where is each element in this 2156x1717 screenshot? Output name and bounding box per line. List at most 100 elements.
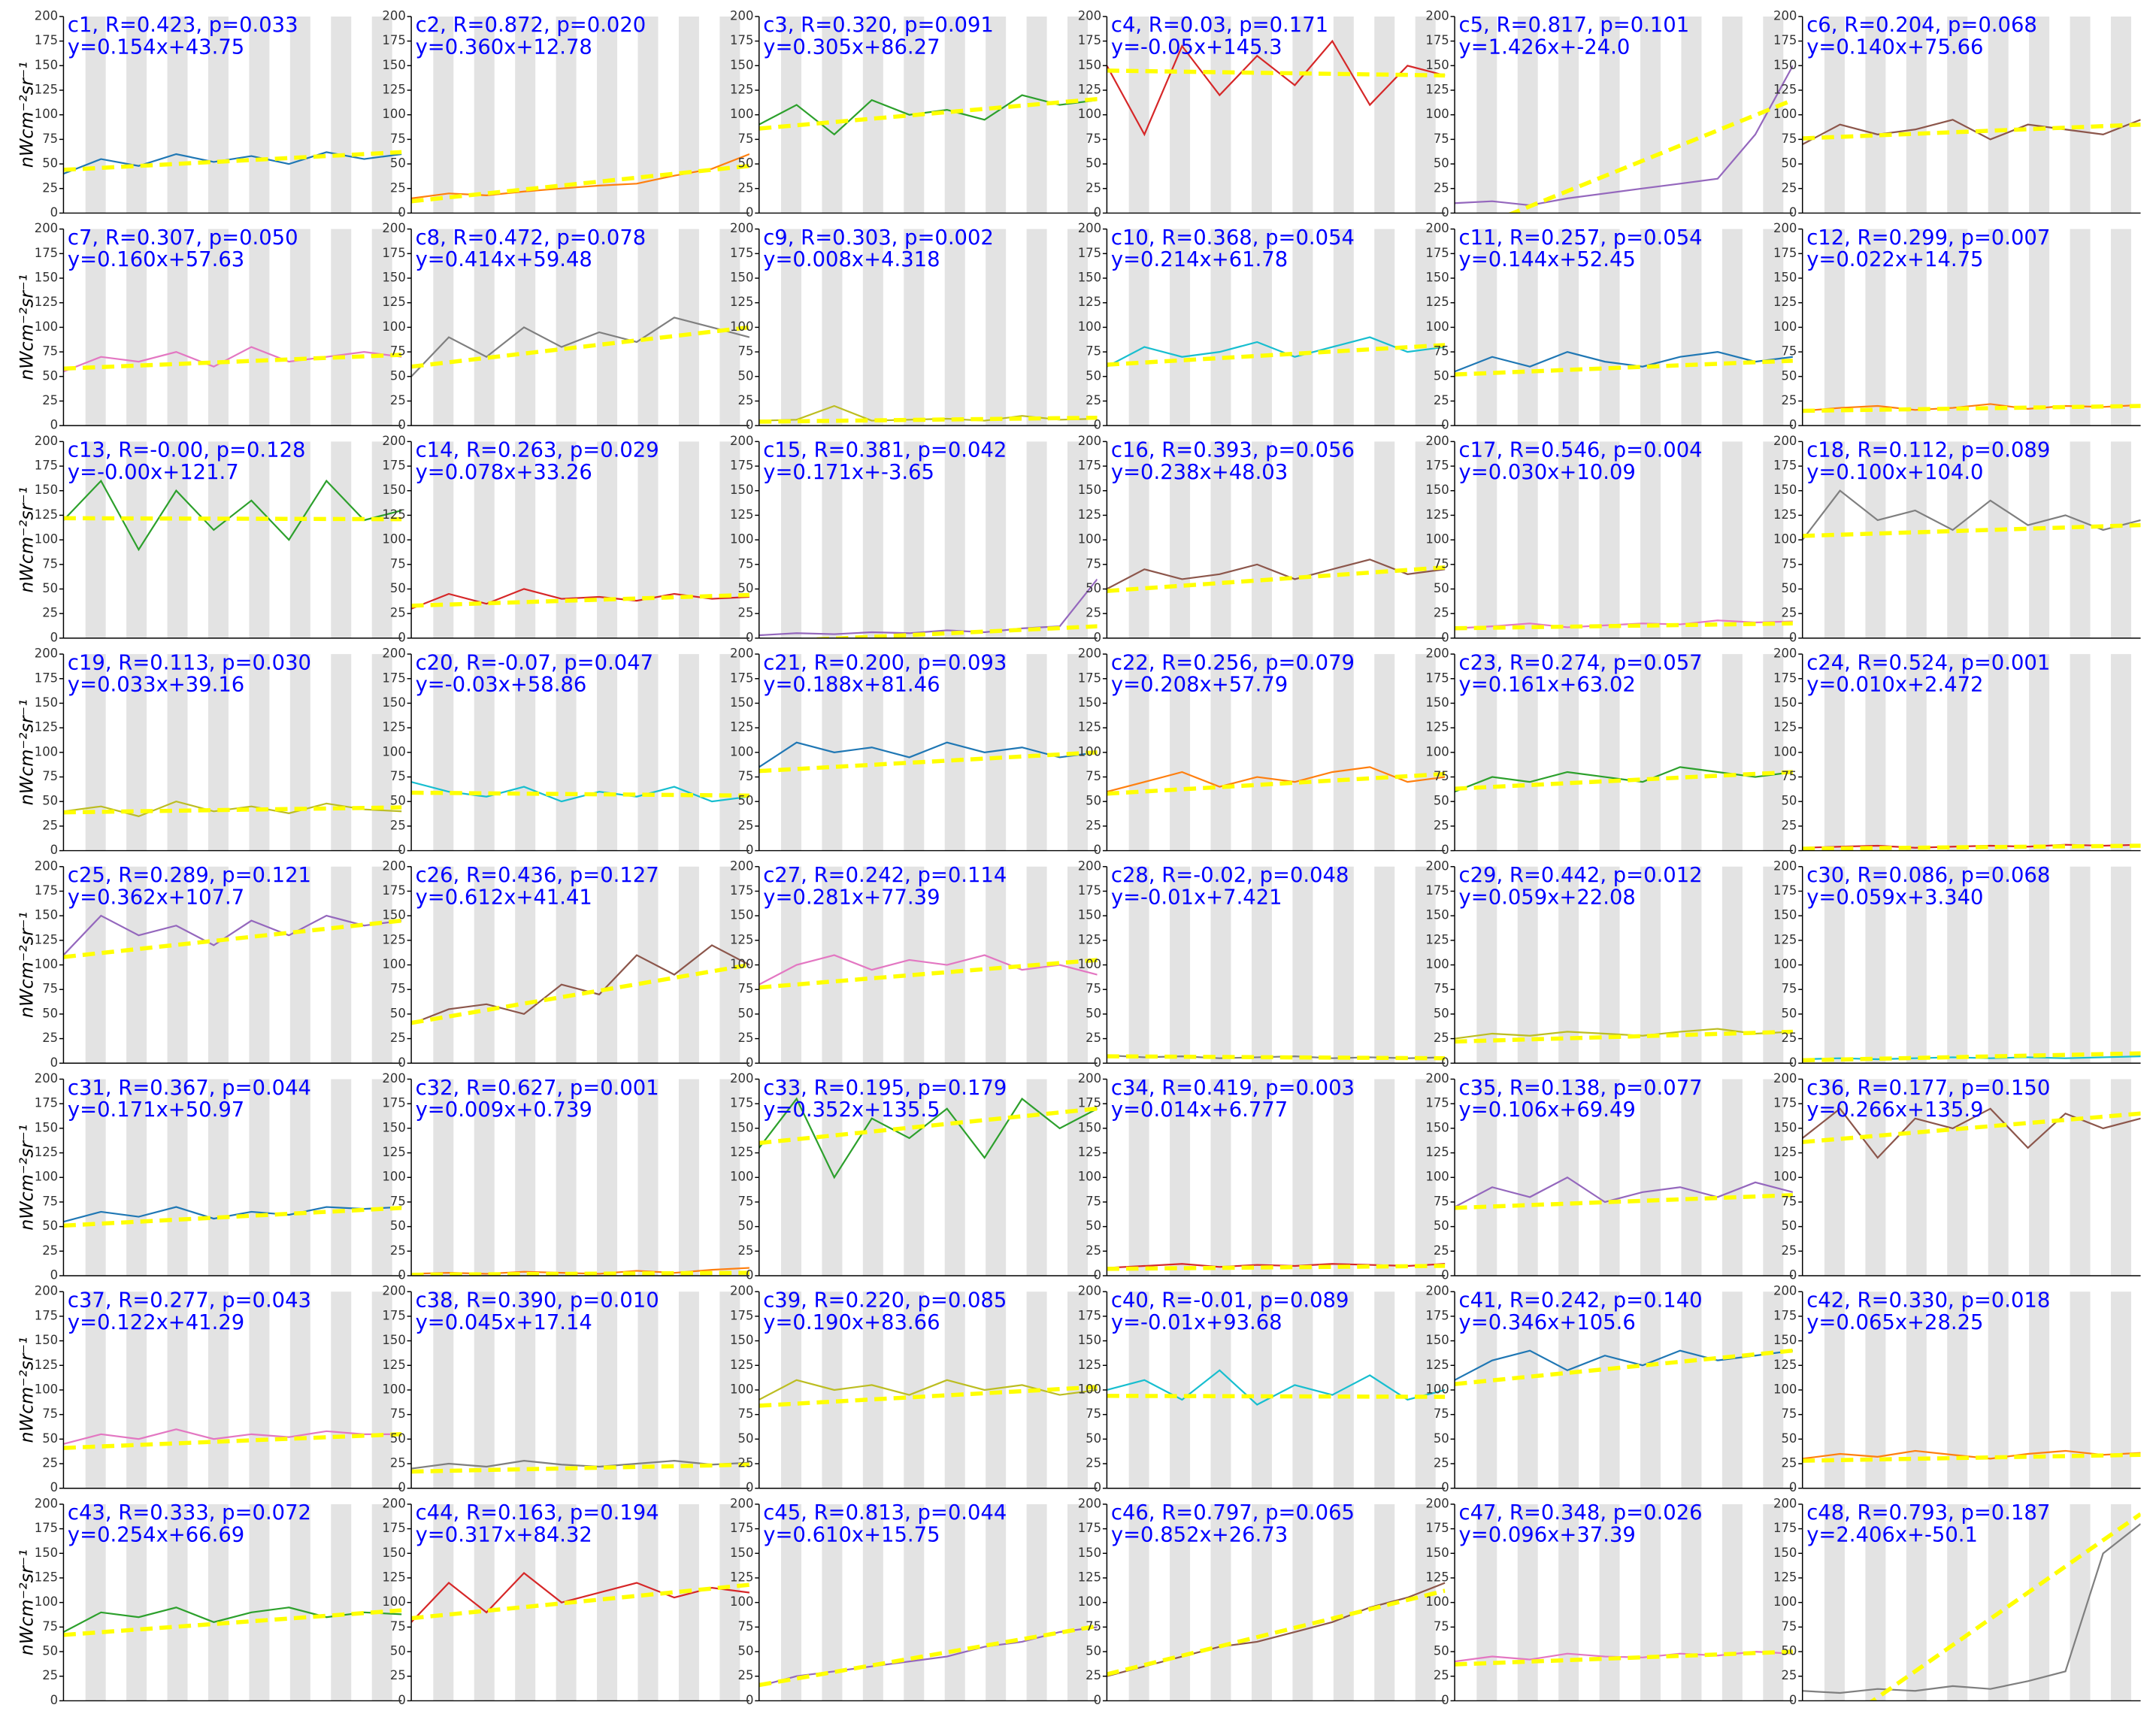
- y-tick-label: 150: [1773, 695, 1797, 710]
- y-tick-label: 100: [382, 744, 405, 759]
- stripe: [2029, 1292, 2050, 1488]
- series-line: [1802, 1107, 2141, 1159]
- stripe: [862, 654, 883, 851]
- series-line: [411, 316, 749, 377]
- y-tick-label: 75: [1434, 344, 1449, 359]
- y-tick-label: 25: [1086, 1456, 1101, 1470]
- y-tick-label: 0: [398, 630, 405, 644]
- y-tick-label: 25: [42, 1243, 58, 1258]
- stripe: [289, 866, 310, 1064]
- y-tick-label: 200: [1425, 1284, 1449, 1298]
- series-line: [1455, 1349, 1793, 1381]
- y-tick-label: 75: [1086, 556, 1101, 571]
- stripe: [1292, 441, 1313, 638]
- y-tick-label: 75: [1434, 1407, 1449, 1421]
- y-tick-label: 25: [1781, 1243, 1797, 1258]
- y-tick-label: 175: [1425, 1308, 1449, 1322]
- y-tick-label: 175: [730, 459, 753, 473]
- y-tick-label: 25: [1434, 818, 1449, 832]
- stripe: [331, 1504, 352, 1701]
- panel-equation: y=0.008x+4.318: [763, 248, 940, 271]
- y-tick-label: 150: [382, 483, 405, 497]
- panel: 0 25 50 75 100 125 150 175 200 c7, R=0.307, p=0.0…: [16, 221, 402, 432]
- y-tick-label: 25: [738, 1456, 754, 1470]
- stripe: [1517, 441, 1538, 638]
- series-line: [1107, 1369, 1446, 1406]
- stripe: [1210, 1292, 1231, 1488]
- series-line: [1455, 1028, 1793, 1040]
- y-tick-label: 150: [730, 908, 753, 922]
- stripe: [862, 866, 883, 1064]
- y-tick-label: 200: [730, 1071, 753, 1086]
- stripe: [2070, 16, 2091, 213]
- stripe: [1558, 1292, 1579, 1488]
- y-tick-label: 0: [1789, 843, 1797, 857]
- y-tick-label: 200: [1078, 647, 1101, 661]
- y-tick-label: 175: [730, 246, 753, 260]
- y-tick-label: 0: [1441, 1267, 1449, 1282]
- stripe: [1681, 229, 1702, 426]
- y-tick-label: 100: [1425, 957, 1449, 971]
- y-tick-label: 75: [738, 982, 754, 996]
- y-tick-label: 125: [1425, 932, 1449, 946]
- y-tick-label: 25: [1434, 1243, 1449, 1258]
- y-tick-label: 100: [1773, 107, 1797, 121]
- stripe: [1333, 1079, 1354, 1276]
- y-tick-label: 0: [746, 1267, 753, 1282]
- y-tick-label: 125: [1078, 932, 1101, 946]
- stripe: [1865, 1079, 1886, 1276]
- stripe: [1906, 654, 1927, 851]
- y-tick-label: 100: [1773, 744, 1797, 759]
- panel-title: c21, R=0.200, p=0.093: [763, 651, 1007, 674]
- y-tick-label: 75: [738, 556, 754, 571]
- series-line: [1802, 843, 2141, 849]
- stripe: [474, 866, 495, 1064]
- stripe: [719, 866, 740, 1064]
- stripe: [780, 229, 801, 426]
- y-tick-label: 75: [42, 1619, 58, 1634]
- stripe: [167, 16, 188, 213]
- y-tick-label: 200: [1773, 1071, 1797, 1086]
- stripe: [2110, 1292, 2131, 1488]
- panel-equation: y=0.612x+41.41: [416, 886, 592, 909]
- series-line: [63, 151, 402, 175]
- y-tick-label: 125: [382, 507, 405, 522]
- series-line: [1802, 1055, 2141, 1061]
- stripe: [249, 16, 270, 213]
- stripe: [474, 1292, 495, 1488]
- panel: 0 25 50 75 100 125 150 175 200 c48, R=0.793, p=0.…: [1773, 1496, 2141, 1707]
- stripe: [597, 1292, 618, 1488]
- y-tick-label: 200: [730, 1284, 753, 1298]
- panel-title: c6, R=0.204, p=0.068: [1806, 14, 2037, 37]
- y-tick-label: 150: [730, 695, 753, 710]
- y-tick-label: 100: [730, 319, 753, 334]
- panel-title: c47, R=0.348, p=0.026: [1459, 1501, 1703, 1525]
- y-tick-label: 125: [730, 1145, 753, 1159]
- stripe: [1210, 1504, 1231, 1701]
- y-tick-label: 50: [390, 794, 406, 808]
- y-tick-label: 200: [1773, 858, 1797, 873]
- y-tick-label: 50: [42, 1219, 58, 1233]
- y-axis-label: nWcm⁻²sr⁻¹: [16, 699, 37, 805]
- series-line: [759, 741, 1098, 768]
- y-tick-label: 75: [390, 982, 406, 996]
- y-tick-label: 0: [50, 1055, 58, 1070]
- stripe: [944, 16, 965, 213]
- y-tick-label: 125: [1773, 720, 1797, 734]
- y-tick-label: 25: [1086, 1031, 1101, 1045]
- stripe: [1170, 654, 1191, 851]
- y-tick-label: 50: [738, 368, 754, 383]
- panel-title: c43, R=0.333, p=0.072: [68, 1501, 311, 1525]
- y-tick-label: 175: [35, 671, 58, 685]
- y-tick-label: 25: [390, 1456, 406, 1470]
- y-tick-label: 50: [42, 794, 58, 808]
- panel-equation: y=0.352x+135.5: [763, 1098, 940, 1122]
- panel: 0 25 50 75 100 125 150 175 200 c20, R=-0.07, p=0.…: [382, 647, 749, 857]
- stripe: [515, 866, 536, 1064]
- y-tick-label: 150: [1425, 1120, 1449, 1134]
- y-tick-label: 50: [42, 1006, 58, 1020]
- panel: 0 25 50 75 100 125 150 175 200 c23, R=0.274, p=0.…: [1425, 647, 1793, 857]
- panel-title: c8, R=0.472, p=0.078: [416, 226, 646, 250]
- series-line: [63, 914, 402, 956]
- y-tick-label: 0: [1441, 1693, 1449, 1707]
